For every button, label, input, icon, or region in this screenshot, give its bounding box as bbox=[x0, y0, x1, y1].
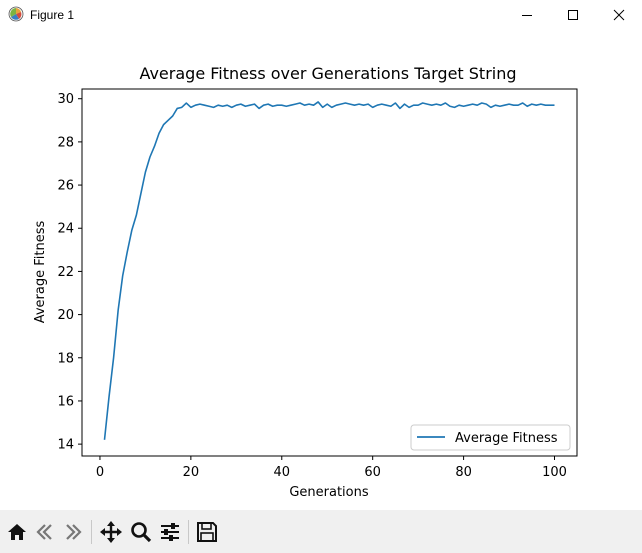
configure-subplots-button[interactable] bbox=[156, 518, 184, 546]
close-button[interactable] bbox=[596, 0, 642, 30]
legend-label: Average Fitness bbox=[455, 431, 558, 446]
home-icon bbox=[8, 524, 26, 540]
legend: Average Fitness bbox=[410, 424, 571, 451]
y-tick-label: 28 bbox=[57, 135, 74, 150]
y-axis-label: Average Fitness bbox=[33, 221, 48, 324]
back-button[interactable] bbox=[31, 518, 59, 546]
zoom-magnifier-icon bbox=[131, 522, 152, 543]
matplotlib-figure-icon bbox=[8, 6, 24, 22]
x-tick-label: 0 bbox=[96, 465, 104, 480]
window-titlebar: Figure 1 bbox=[0, 0, 642, 30]
series-line-average-fitness bbox=[103, 101, 555, 440]
x-tick-label: 100 bbox=[542, 465, 567, 480]
toolbar-separator bbox=[91, 520, 92, 544]
home-button[interactable] bbox=[3, 518, 31, 546]
legend-box bbox=[410, 424, 571, 451]
window-title: Figure 1 bbox=[30, 8, 75, 22]
x-tick-label: 20 bbox=[183, 465, 200, 480]
y-axis: 14 16 18 20 22 24 26 28 30 bbox=[57, 92, 82, 453]
save-button[interactable] bbox=[193, 518, 221, 546]
x-tick-label: 60 bbox=[364, 465, 381, 480]
figure-canvas[interactable]: Average Fitness over Generations Target … bbox=[0, 30, 642, 510]
plot-area bbox=[82, 89, 577, 456]
x-tick-label: 40 bbox=[273, 465, 290, 480]
navigation-toolbar bbox=[0, 510, 642, 553]
forward-button[interactable] bbox=[59, 518, 87, 546]
y-tick-label: 26 bbox=[57, 179, 74, 194]
configure-subplots-icon bbox=[161, 523, 179, 541]
back-arrow-icon bbox=[36, 524, 52, 540]
pan-move-icon bbox=[100, 521, 122, 543]
line-chart: Average Fitness over Generations Target … bbox=[33, 64, 578, 500]
y-tick-label: 24 bbox=[57, 222, 74, 237]
minimize-icon bbox=[522, 15, 532, 16]
zoom-button[interactable] bbox=[127, 518, 155, 546]
chart-title: Average Fitness over Generations Target … bbox=[139, 64, 516, 83]
close-icon bbox=[613, 9, 625, 21]
y-tick-label: 16 bbox=[57, 394, 74, 409]
x-tick-label: 80 bbox=[455, 465, 472, 480]
toolbar-separator bbox=[188, 520, 189, 544]
x-axis: 0 20 40 60 80 100 bbox=[96, 456, 567, 480]
y-tick-label: 22 bbox=[57, 265, 74, 280]
minimize-button[interactable] bbox=[504, 0, 550, 30]
x-axis-label: Generations bbox=[289, 485, 369, 500]
y-tick-label: 18 bbox=[57, 351, 74, 366]
forward-arrow-icon bbox=[66, 524, 82, 540]
y-tick-label: 14 bbox=[57, 438, 74, 453]
save-floppy-icon bbox=[197, 522, 217, 542]
maximize-button[interactable] bbox=[550, 0, 596, 30]
y-tick-label: 30 bbox=[57, 92, 74, 107]
plot-frame bbox=[81, 88, 578, 457]
y-tick-label: 20 bbox=[57, 308, 74, 323]
pan-button[interactable] bbox=[97, 518, 125, 546]
maximize-icon bbox=[568, 10, 578, 20]
